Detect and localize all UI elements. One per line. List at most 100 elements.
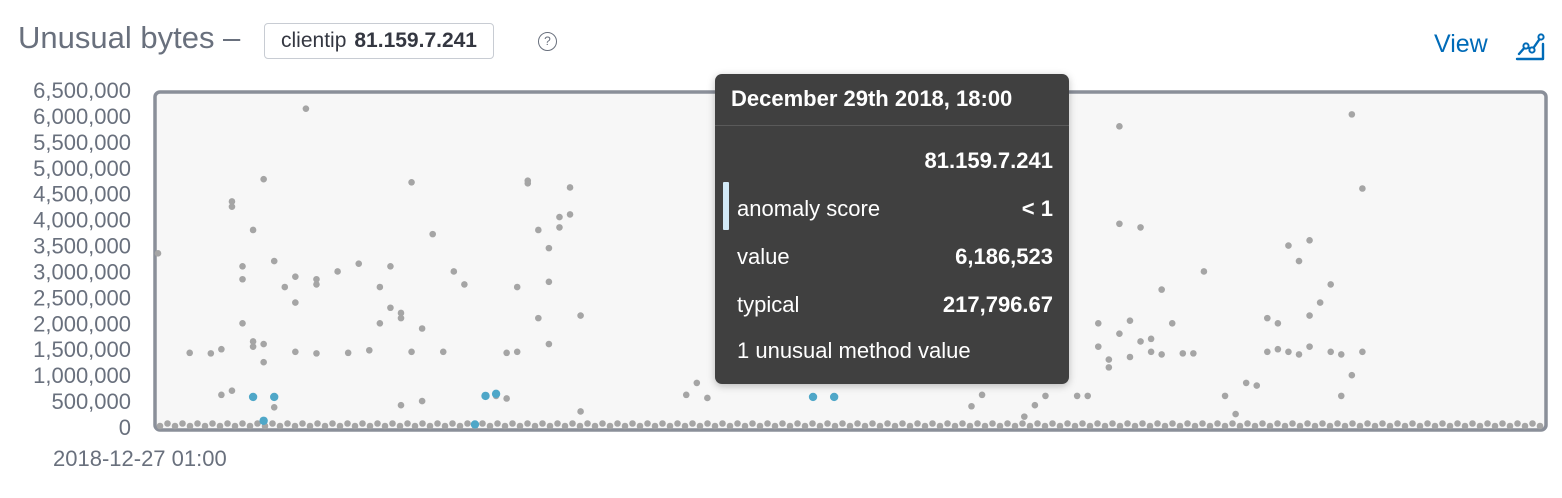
data-point[interactable]: [334, 268, 341, 275]
data-point[interactable]: [566, 211, 574, 218]
data-point[interactable]: [1337, 351, 1345, 358]
data-point[interactable]: [292, 348, 299, 356]
data-point[interactable]: [1158, 286, 1165, 293]
data-point[interactable]: [1274, 345, 1282, 353]
data-point[interactable]: [545, 244, 553, 252]
data-point[interactable]: [693, 379, 701, 387]
anomaly-point[interactable]: [829, 392, 839, 402]
data-point[interactable]: [1126, 353, 1134, 361]
data-point[interactable]: [978, 391, 986, 399]
data-point[interactable]: [249, 343, 257, 350]
data-point[interactable]: [365, 346, 373, 354]
data-point[interactable]: [513, 283, 521, 291]
anomaly-point[interactable]: [470, 420, 480, 429]
data-point[interactable]: [1285, 242, 1292, 249]
data-point[interactable]: [1158, 351, 1165, 358]
data-point[interactable]: [302, 105, 310, 112]
data-point[interactable]: [577, 312, 584, 319]
data-point[interactable]: [313, 281, 320, 288]
chart-line-icon[interactable]: [1514, 30, 1546, 62]
data-point[interactable]: [228, 203, 236, 210]
data-point[interactable]: [1137, 224, 1144, 231]
data-point[interactable]: [1295, 351, 1303, 358]
data-point[interactable]: [408, 348, 415, 356]
data-point[interactable]: [270, 257, 278, 265]
data-point[interactable]: [1348, 371, 1356, 379]
data-point[interactable]: [439, 348, 447, 356]
data-point[interactable]: [1359, 348, 1366, 356]
data-point[interactable]: [1264, 314, 1271, 322]
data-point[interactable]: [1285, 348, 1292, 356]
data-point[interactable]: [545, 278, 553, 286]
data-point[interactable]: [968, 402, 975, 410]
data-point[interactable]: [249, 226, 257, 234]
data-point[interactable]: [313, 350, 320, 357]
data-point[interactable]: [1253, 382, 1261, 389]
data-point[interactable]: [1200, 268, 1208, 275]
data-point[interactable]: [418, 397, 426, 405]
data-point[interactable]: [397, 401, 405, 409]
data-point[interactable]: [270, 403, 278, 411]
data-point[interactable]: [535, 226, 542, 234]
data-point[interactable]: [186, 349, 193, 357]
data-point[interactable]: [239, 320, 246, 327]
data-point[interactable]: [535, 314, 542, 322]
data-point[interactable]: [1337, 392, 1345, 400]
data-point[interactable]: [524, 180, 532, 187]
data-point[interactable]: [1242, 379, 1250, 387]
data-point[interactable]: [1274, 320, 1282, 327]
data-point[interactable]: [1327, 281, 1335, 288]
data-point[interactable]: [355, 260, 363, 267]
data-point[interactable]: [1359, 185, 1366, 192]
data-point[interactable]: [1168, 320, 1176, 327]
data-point[interactable]: [682, 391, 690, 399]
data-point[interactable]: [207, 350, 215, 357]
data-point[interactable]: [577, 408, 584, 415]
data-point[interactable]: [429, 230, 436, 238]
data-point[interactable]: [313, 275, 320, 283]
anomaly-point[interactable]: [259, 416, 268, 425]
data-point[interactable]: [239, 262, 246, 270]
data-point[interactable]: [1105, 364, 1113, 371]
data-point[interactable]: [513, 348, 521, 356]
data-point[interactable]: [260, 175, 267, 183]
data-point[interactable]: [344, 349, 352, 357]
data-point[interactable]: [556, 224, 563, 231]
data-point[interactable]: [260, 340, 267, 348]
data-point[interactable]: [1084, 392, 1092, 400]
data-point[interactable]: [1348, 111, 1356, 118]
data-point[interactable]: [503, 395, 510, 402]
data-point[interactable]: [1306, 312, 1313, 319]
data-point[interactable]: [228, 198, 236, 205]
data-point[interactable]: [566, 184, 574, 191]
data-point[interactable]: [260, 358, 267, 366]
data-point[interactable]: [1031, 401, 1039, 409]
data-point[interactable]: [239, 275, 246, 283]
data-point[interactable]: [545, 340, 553, 348]
data-point[interactable]: [1147, 348, 1155, 356]
anomaly-point[interactable]: [248, 392, 258, 402]
data-point[interactable]: [1179, 350, 1187, 357]
data-point[interactable]: [1327, 348, 1335, 356]
data-point[interactable]: [1137, 338, 1144, 345]
data-point[interactable]: [1306, 343, 1313, 350]
data-point[interactable]: [1190, 350, 1197, 357]
data-point[interactable]: [1306, 237, 1313, 244]
data-point[interactable]: [218, 391, 225, 399]
view-link[interactable]: View: [1434, 30, 1488, 58]
data-point[interactable]: [1105, 356, 1113, 363]
data-point[interactable]: [1316, 299, 1324, 306]
data-point[interactable]: [387, 304, 394, 312]
data-point[interactable]: [1073, 392, 1081, 400]
data-point[interactable]: [461, 281, 468, 288]
data-point[interactable]: [292, 273, 299, 280]
data-point[interactable]: [218, 345, 225, 353]
data-point[interactable]: [154, 250, 162, 257]
anomaly-point[interactable]: [491, 389, 501, 399]
anomaly-point[interactable]: [270, 392, 279, 402]
data-point[interactable]: [1147, 335, 1155, 343]
data-point[interactable]: [1126, 317, 1134, 325]
data-point[interactable]: [1116, 122, 1123, 130]
data-point[interactable]: [397, 309, 405, 317]
data-point[interactable]: [1116, 330, 1123, 337]
